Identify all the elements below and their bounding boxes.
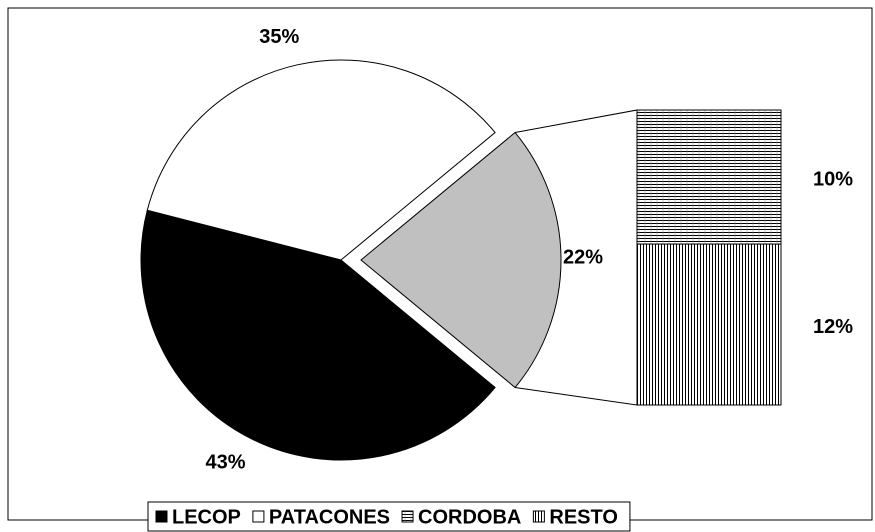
connector-line bbox=[515, 109, 638, 134]
legend-marker bbox=[155, 510, 168, 523]
pie-slice bbox=[360, 131, 562, 389]
data-label: 22% bbox=[563, 246, 603, 268]
data-label: 10% bbox=[813, 168, 853, 190]
legend-label: CORDOBA bbox=[418, 506, 521, 528]
legend-marker bbox=[401, 510, 414, 523]
legend-label: RESTO bbox=[549, 506, 618, 528]
legend-marker bbox=[252, 510, 265, 523]
legend-label: LECOP bbox=[172, 506, 241, 528]
connector-line bbox=[515, 386, 638, 406]
data-label: 12% bbox=[813, 316, 853, 338]
pie-slice bbox=[140, 209, 496, 461]
legend-marker bbox=[532, 510, 545, 523]
data-label: 43% bbox=[205, 451, 245, 473]
legend-box bbox=[147, 501, 631, 532]
legend-label: PATACONES bbox=[269, 506, 390, 528]
bar-segment bbox=[636, 109, 782, 245]
data-label: 35% bbox=[259, 26, 299, 48]
pie-slice bbox=[146, 59, 496, 261]
bar-segment bbox=[636, 243, 782, 406]
